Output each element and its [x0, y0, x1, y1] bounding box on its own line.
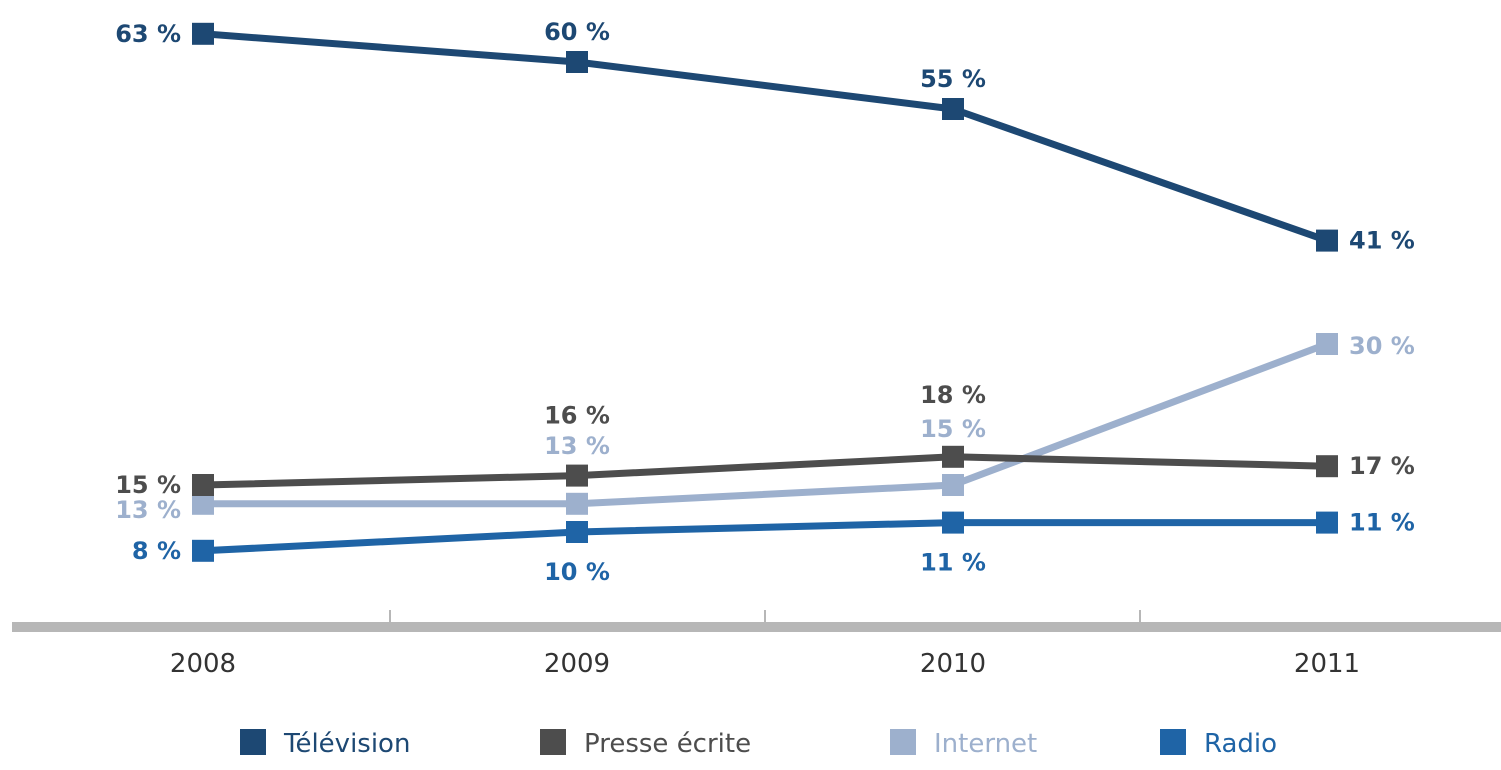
marker-television-2009	[566, 51, 588, 73]
x-tick-label-2009: 2009	[544, 649, 610, 679]
legend-item-presse-ecrite: Presse écrite	[540, 729, 751, 759]
legend: Télévision Presse écrite Internet Radio	[240, 729, 1277, 759]
series-line-radio	[202, 519, 1327, 555]
x-tick-label-2010: 2010	[920, 649, 986, 679]
legend-label-television: Télévision	[283, 729, 410, 759]
marker-television-2011	[1316, 229, 1338, 252]
legend-swatch-television	[240, 729, 266, 755]
marker-presse-ecrite-2009	[566, 464, 588, 487]
data-label-television-2009: 60 %	[544, 18, 610, 46]
legend-item-television: Télévision	[240, 729, 410, 759]
marker-internet-2008	[192, 492, 214, 515]
data-label-internet-2009: 13 %	[544, 432, 610, 460]
series-markers	[192, 22, 1338, 562]
legend-swatch-presse-ecrite	[540, 729, 566, 755]
data-label-radio-2011: 11 %	[1349, 509, 1415, 537]
marker-radio-2011	[1316, 511, 1338, 534]
data-label-radio-2008: 8 %	[132, 537, 181, 565]
data-label-presse-ecrite-2009: 16 %	[544, 402, 610, 430]
marker-radio-2010	[942, 511, 964, 534]
data-label-television-2010: 55 %	[920, 65, 986, 93]
legend-label-radio: Radio	[1204, 729, 1277, 759]
x-tick-label-2008: 2008	[170, 649, 236, 679]
x-axis: 2008 2009 2010 2011	[12, 610, 1501, 679]
marker-radio-2009	[566, 521, 588, 543]
data-label-presse-ecrite-2010: 18 %	[920, 381, 986, 409]
marker-presse-ecrite-2011	[1316, 455, 1338, 478]
marker-presse-ecrite-2008	[192, 474, 214, 496]
data-label-presse-ecrite-2011: 17 %	[1349, 452, 1415, 480]
marker-internet-2009	[566, 492, 588, 515]
x-axis-line	[12, 622, 1501, 632]
legend-item-radio: Radio	[1160, 729, 1277, 759]
legend-swatch-radio	[1160, 729, 1186, 755]
series-lines	[202, 30, 1329, 555]
marker-television-2008	[192, 22, 214, 45]
data-label-radio-2009: 10 %	[544, 558, 610, 586]
data-label-internet-2010: 15 %	[920, 415, 986, 443]
data-label-internet-2011: 30 %	[1349, 332, 1415, 360]
data-label-presse-ecrite-2008: 15 %	[115, 471, 181, 499]
legend-swatch-internet	[890, 729, 916, 755]
legend-item-internet: Internet	[890, 729, 1037, 759]
x-tick-label-2011: 2011	[1294, 649, 1360, 679]
data-label-television-2011: 41 %	[1349, 227, 1415, 255]
marker-television-2010	[942, 98, 964, 120]
data-label-radio-2010: 11 %	[920, 549, 986, 577]
marker-presse-ecrite-2010	[942, 445, 964, 468]
legend-label-presse-ecrite: Presse écrite	[584, 729, 751, 759]
marker-internet-2011	[1316, 333, 1338, 355]
data-label-internet-2008: 13 %	[115, 496, 181, 524]
marker-internet-2010	[942, 474, 964, 496]
marker-radio-2008	[192, 539, 214, 562]
data-labels: 13 %13 %15 %30 %8 %10 % 11 %11 %15 %16 %1…	[115, 18, 1415, 586]
legend-label-internet: Internet	[934, 729, 1037, 759]
series-line-television	[202, 30, 1329, 244]
series-line-internet	[203, 340, 1329, 508]
data-label-television-2008: 63 %	[115, 20, 181, 48]
series-line-presse-ecrite	[202, 453, 1328, 489]
